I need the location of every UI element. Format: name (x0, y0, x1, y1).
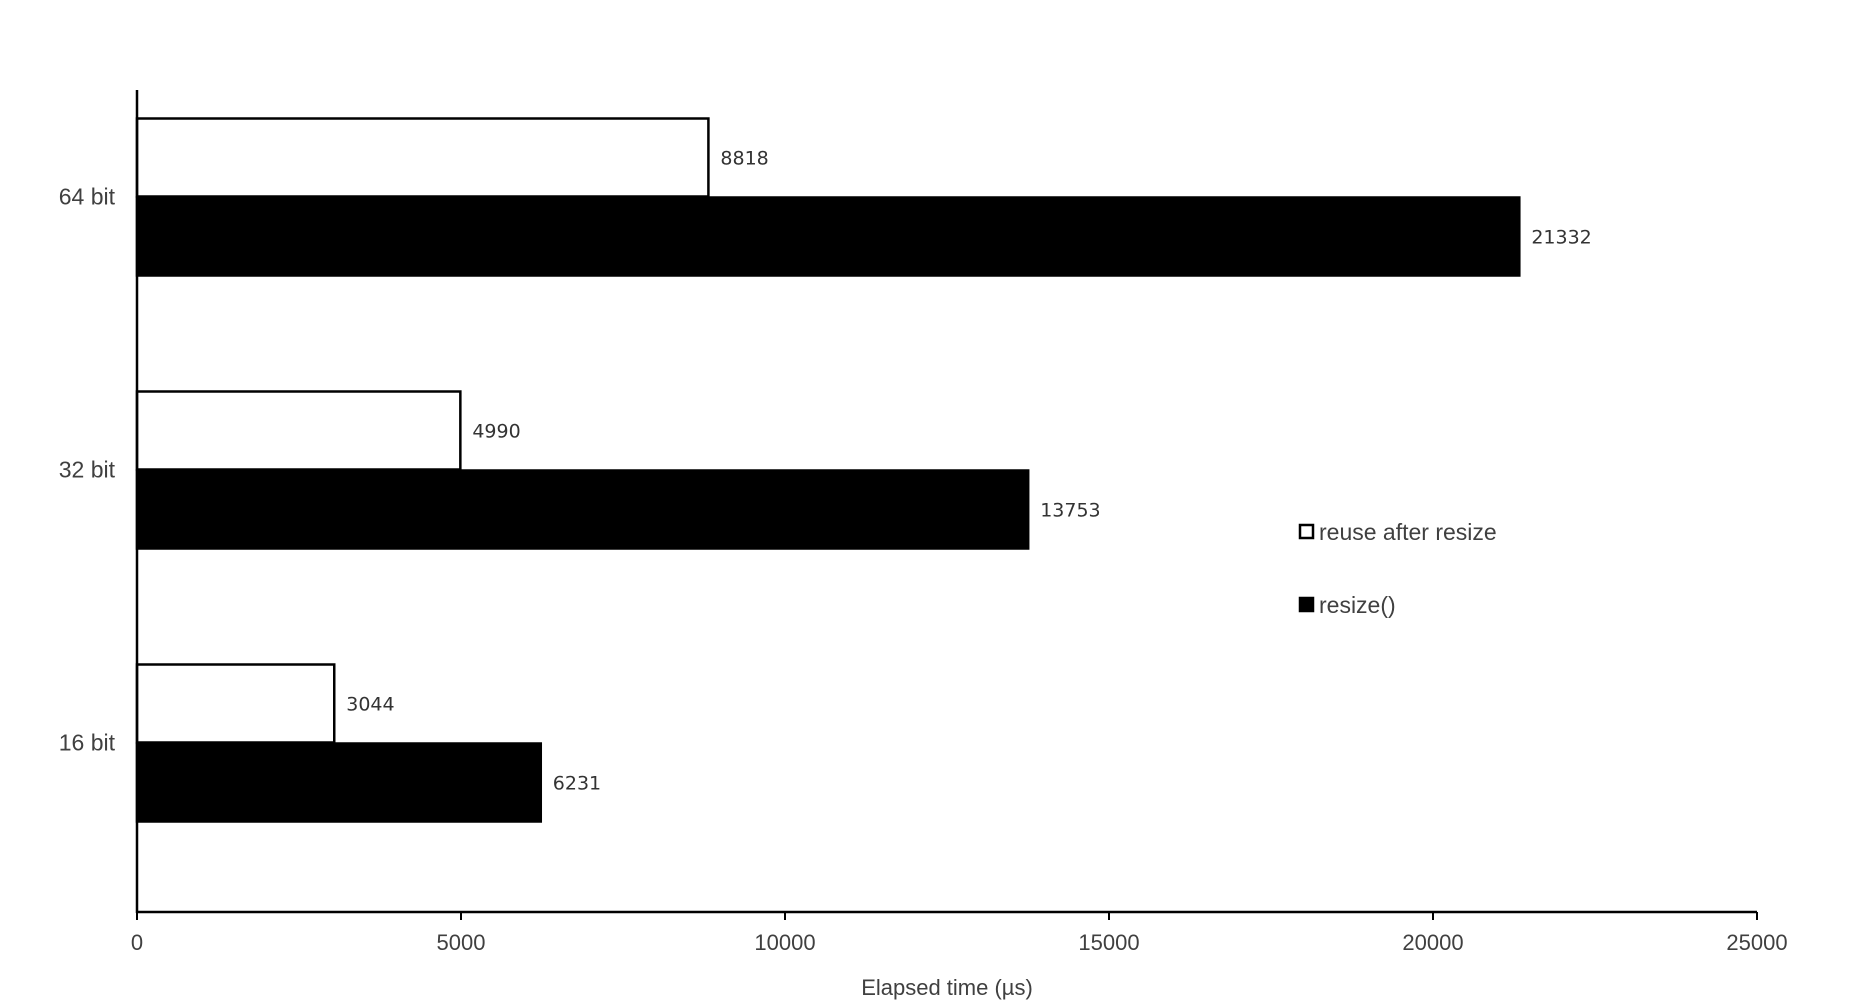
legend: reuse after resize resize() (1298, 519, 1497, 618)
x-ticks: 0 5000 10000 15000 20000 25000 (131, 912, 1788, 955)
category-labels: 64 bit 32 bit 16 bit (59, 184, 116, 756)
x-tick-label-0: 0 (131, 930, 143, 955)
legend-swatch-0 (1298, 523, 1315, 540)
x-axis-title: Elapsed time (µs) (861, 975, 1033, 1000)
bar-0-1 (135, 196, 1521, 277)
data-label-0-0: 8818 (720, 148, 768, 170)
category-label-2: 16 bit (59, 730, 116, 756)
bar-0-0 (135, 117, 710, 198)
bar-2-0 (135, 663, 336, 744)
bar-1-0 (135, 390, 462, 471)
x-tick-label-4: 20000 (1402, 930, 1463, 955)
x-tick-label-5: 25000 (1726, 930, 1787, 955)
data-labels: 8818 21332 4990 13753 3044 6231 (346, 148, 1592, 795)
x-tick-label-1: 5000 (437, 930, 486, 955)
legend-label-0: reuse after resize (1319, 519, 1497, 545)
x-tick-label-3: 15000 (1078, 930, 1139, 955)
category-label-1: 32 bit (59, 457, 116, 483)
x-tick-label-2: 10000 (754, 930, 815, 955)
data-label-0-1: 21332 (1531, 227, 1591, 249)
legend-label-1: resize() (1319, 592, 1396, 618)
bar-2-1 (135, 742, 543, 823)
data-label-2-1: 6231 (553, 773, 601, 795)
data-label-2-0: 3044 (346, 694, 394, 716)
bars-layer (135, 117, 1521, 823)
axes-layer (135, 90, 1757, 914)
legend-swatch-1 (1298, 596, 1315, 613)
data-label-1-1: 13753 (1040, 500, 1100, 522)
data-label-1-0: 4990 (472, 421, 520, 443)
category-label-0: 64 bit (59, 184, 116, 210)
bar-1-1 (135, 469, 1030, 550)
